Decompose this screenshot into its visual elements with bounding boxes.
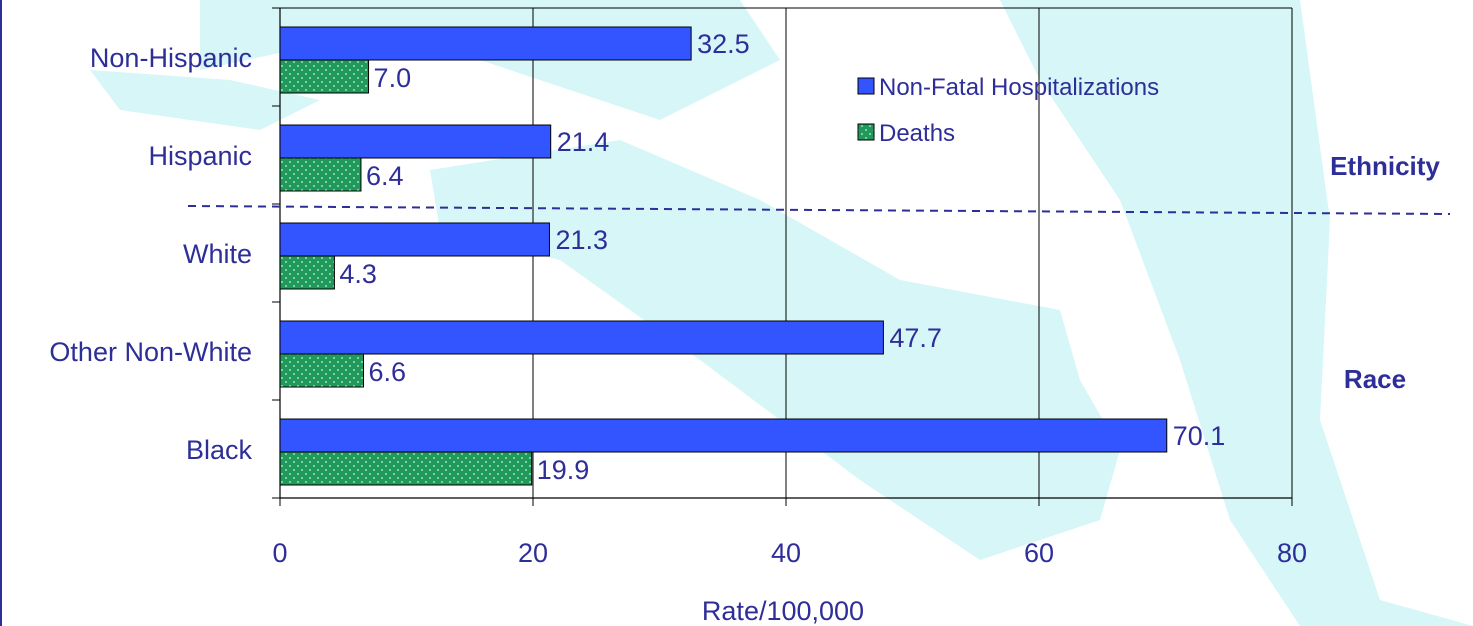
bar-hosp-2 [279,222,550,257]
legend-label-deaths: Deaths [879,120,955,147]
legend: Non-Fatal Hospitalizations Deaths [857,74,1159,147]
map-shape-gulf [90,70,320,130]
map-shape-east [1000,0,1473,626]
value-label-deaths-2: 4.3 [339,259,377,289]
bar-deaths-1 [279,157,362,192]
x-tick-labels: 0 20 40 60 80 [272,538,1307,568]
x-tick-label-0: 0 [272,538,287,568]
value-label-deaths-0: 7.0 [374,63,412,93]
legend-label-hosp: Non-Fatal Hospitalizations [879,74,1159,101]
bar-deaths-4 [279,451,533,486]
group-label-ethnicity: Ethnicity [1330,151,1440,181]
category-label-2: White [183,239,252,269]
bar-hosp-1 [279,124,552,159]
value-label-deaths-4: 19.9 [537,455,590,485]
bar-hosp-3 [279,320,884,355]
bar-deaths-2 [279,255,335,290]
x-tick-label-20: 20 [518,538,548,568]
x-tick-label-60: 60 [1024,538,1054,568]
legend-swatch-deaths [857,123,875,141]
value-label-deaths-3: 6.6 [368,357,406,387]
bar-hosp-0 [279,26,692,61]
category-labels: Non-Hispanic Hispanic White Other Non-White… [49,43,252,465]
bar-hosp-4 [279,418,1168,453]
bar-deaths-3 [279,353,364,388]
value-label-hosp-0: 32.5 [697,29,750,59]
value-label-hosp-2: 21.3 [555,225,608,255]
legend-swatch-hosp [857,77,875,95]
x-axis-title: Rate/100,000 [702,596,864,626]
value-label-hosp-3: 47.7 [889,323,942,353]
bars [279,26,1168,486]
x-tick-label-40: 40 [771,538,801,568]
group-divider [187,205,1451,215]
value-label-hosp-1: 21.4 [557,127,610,157]
value-labels: 32.5 7.0 21.4 6.4 21.3 4.3 47.7 6.6 70.1 19.9 [339,29,1225,485]
x-tick-label-80: 80 [1277,538,1307,568]
category-label-4: Black [186,435,253,465]
bar-deaths-0 [279,59,370,94]
group-label-race: Race [1344,364,1406,394]
category-label-0: Non-Hispanic [90,43,252,73]
category-label-1: Hispanic [148,141,252,171]
value-label-deaths-1: 6.4 [366,161,404,191]
value-label-hosp-4: 70.1 [1173,421,1226,451]
category-label-3: Other Non-White [49,337,252,367]
